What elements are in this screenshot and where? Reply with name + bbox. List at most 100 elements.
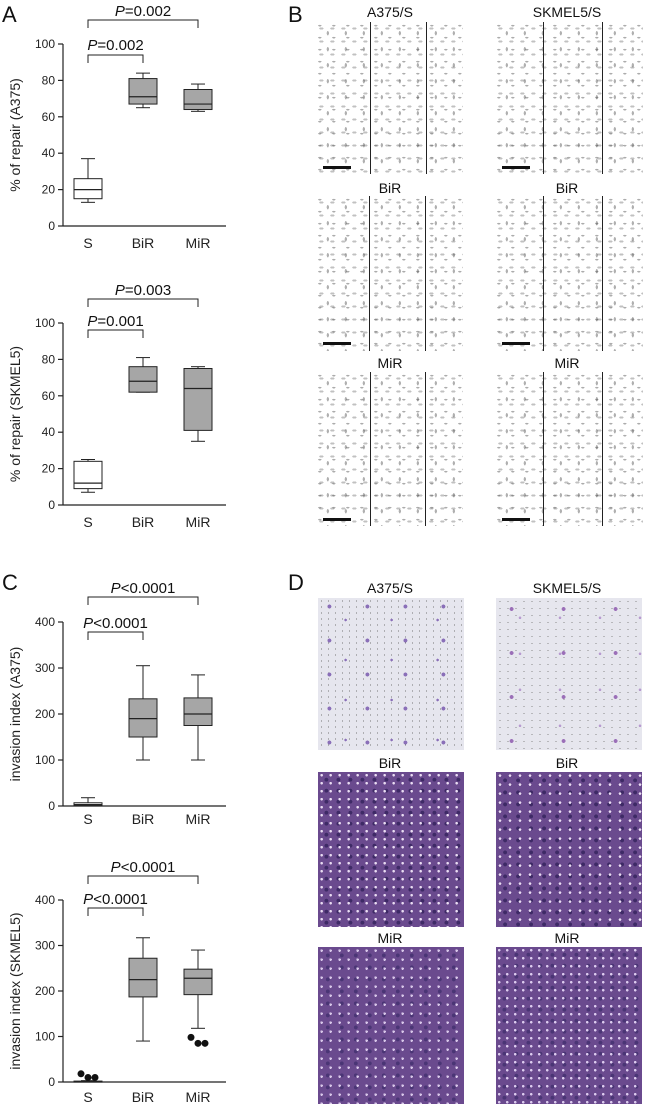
box-mir	[183, 674, 213, 761]
y-tick-label: 0	[48, 799, 55, 813]
p-value-label: P=0.003	[115, 282, 171, 299]
panel-letter-a: A	[2, 2, 17, 27]
x-tick-label: S	[83, 235, 92, 251]
y-tick-label: 300	[35, 661, 55, 675]
box-bir	[128, 357, 158, 393]
y-axis-label: invasion index (SKMEL5)	[7, 912, 23, 1069]
x-tick-label: BiR	[132, 235, 155, 251]
x-tick-label: S	[83, 811, 92, 827]
micrograph-label-d-a375-bir: BiR	[378, 755, 402, 771]
micrograph-b-skmel5-s	[496, 22, 643, 174]
micrograph-b-skmel5-bir	[496, 196, 643, 351]
bracket-line	[87, 19, 199, 28]
panel-letter-d: D	[288, 570, 304, 595]
micrograph-label-d-skmel5-s: SKMEL5/S	[532, 580, 602, 596]
x-tick-label: S	[83, 1089, 92, 1105]
micrograph-b-a375-bir	[317, 196, 463, 351]
box-s	[73, 158, 103, 203]
y-tick-label: 100	[35, 37, 55, 51]
outlier-point	[84, 1073, 92, 1081]
y-tick-label: 200	[35, 984, 55, 998]
micrograph-d-a375-mir	[318, 947, 464, 1104]
box-s	[73, 1070, 103, 1083]
box-iqr	[183, 89, 213, 111]
y-tick-label: 40	[42, 146, 56, 160]
significance-bracket: P<0.0001	[83, 891, 148, 916]
bracket-line	[87, 54, 144, 63]
y-tick-label: 20	[42, 183, 56, 197]
box-plot-repair-a375: 0 20 40 60 80 100 % of repair (A375) S BiR MiR P=0…	[7, 3, 226, 251]
box-s	[73, 459, 103, 493]
micrograph-label-b-a375-s: A375/S	[367, 4, 413, 20]
outlier-point	[201, 1039, 209, 1047]
y-tick-label: 0	[48, 219, 55, 233]
box-bir	[128, 665, 158, 761]
bracket-line	[87, 907, 144, 916]
box-iqr	[128, 366, 158, 393]
y-tick-label: 100	[35, 316, 55, 330]
y-tick-label: 40	[42, 425, 56, 439]
micrograph-d-skmel5-bir	[496, 772, 642, 927]
box-s	[73, 797, 103, 807]
outlier-point	[77, 1070, 85, 1078]
box-mir	[183, 949, 213, 1047]
micrograph-label-d-a375-mir: MiR	[377, 930, 403, 946]
micrograph-label-b-skmel5-s: SKMEL5/S	[532, 4, 602, 20]
box-iqr	[73, 460, 103, 490]
panel-letter-b: B	[288, 2, 303, 27]
p-value-label: P<0.0001	[111, 580, 176, 597]
p-value-label: P<0.0001	[83, 891, 148, 908]
y-axis-label: invasion index (A375)	[7, 647, 23, 782]
y-tick-label: 300	[35, 939, 55, 953]
significance-bracket: P=0.003	[87, 282, 199, 307]
box-bir	[128, 937, 158, 1042]
outlier-point	[91, 1073, 99, 1081]
box-plot-invasion-a375: 0 100 200 300 400 invasion index (A375) S BiR Mi…	[7, 580, 226, 827]
micrograph-d-skmel5-mir	[496, 947, 642, 1104]
y-tick-label: 60	[42, 389, 56, 403]
y-axis-label: % of repair (SKMEL5)	[7, 346, 23, 482]
box-mir	[183, 83, 213, 112]
bracket-line	[87, 298, 199, 307]
y-tick-label: 60	[42, 110, 56, 124]
box-iqr	[183, 697, 213, 727]
p-value-label: P=0.002	[87, 37, 143, 54]
p-value-label: P=0.002	[115, 3, 171, 20]
box-plot-invasion-skmel5: 0 100 200 300 400 invasion index (SKMEL5) S BiR…	[7, 859, 226, 1105]
box-mir	[183, 366, 213, 442]
micrograph-d-skmel5-s	[496, 598, 642, 750]
significance-bracket: P<0.0001	[87, 580, 199, 605]
x-tick-label: S	[83, 514, 92, 530]
micrograph-label-b-a375-bir: BiR	[378, 180, 402, 196]
micrograph-label-b-a375-mir: MiR	[377, 355, 403, 371]
y-axis-label: % of repair (A375)	[7, 78, 23, 192]
y-tick-label: 100	[35, 753, 55, 767]
significance-bracket: P=0.002	[87, 3, 199, 28]
micrograph-b-a375-mir	[317, 372, 463, 526]
micrograph-label-d-skmel5-bir: BiR	[555, 755, 579, 771]
x-tick-label: BiR	[132, 514, 155, 530]
significance-bracket: P<0.0001	[87, 859, 199, 884]
micrograph-label-d-a375-s: A375/S	[367, 580, 413, 596]
bracket-line	[87, 631, 144, 640]
box-plot-repair-skmel5: 0 20 40 60 80 100 % of repair (SKMEL5) S BiR MiR P…	[7, 282, 226, 530]
outlier-point	[194, 1039, 202, 1047]
bracket-line	[87, 875, 199, 884]
p-value-label: P<0.0001	[83, 615, 148, 632]
y-tick-label: 80	[42, 352, 56, 366]
box-iqr	[73, 178, 103, 200]
box-iqr	[128, 957, 158, 998]
box-bir	[128, 72, 158, 109]
x-tick-label: MiR	[186, 1089, 211, 1105]
micrograph-b-skmel5-mir	[496, 372, 643, 526]
micrograph-label-b-skmel5-bir: BiR	[555, 180, 579, 196]
box-iqr	[183, 968, 213, 996]
x-tick-label: MiR	[186, 811, 211, 827]
p-value-label: P=0.001	[87, 313, 143, 330]
panel-letter-c: C	[2, 570, 18, 595]
bracket-line	[87, 596, 199, 605]
micrograph-b-a375-s	[317, 22, 463, 174]
bracket-line	[87, 329, 144, 338]
significance-bracket: P<0.0001	[83, 615, 148, 640]
outlier-point	[187, 1033, 195, 1041]
